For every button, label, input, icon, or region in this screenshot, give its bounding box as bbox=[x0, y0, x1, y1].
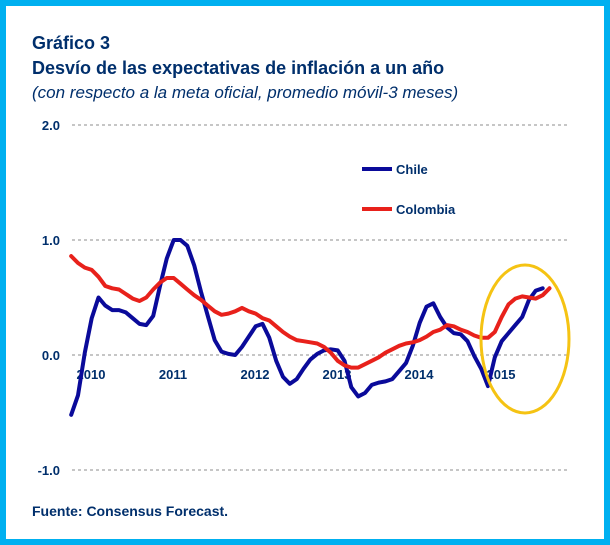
x-tick-label: 2011 bbox=[159, 367, 187, 382]
source-note: Fuente: Consensus Forecast. bbox=[32, 503, 229, 519]
series-line-colombia bbox=[69, 254, 552, 370]
y-tick-label: -1.0 bbox=[38, 463, 60, 478]
x-tick-label: 2015 bbox=[487, 367, 516, 382]
legend-label-colombia: Colombia bbox=[396, 202, 456, 217]
chart-title: Desvío de las expectativas de inflación … bbox=[32, 58, 445, 78]
x-tick-label: 2012 bbox=[241, 367, 270, 382]
x-tick-label: 2013 bbox=[323, 367, 352, 382]
x-tick-label: 2014 bbox=[405, 367, 435, 382]
y-tick-label: 0.0 bbox=[42, 348, 60, 363]
series-line-chile bbox=[69, 238, 545, 417]
y-tick-label: 1.0 bbox=[42, 233, 60, 248]
chart-subtitle: (con respecto a la meta oficial, promedi… bbox=[32, 83, 459, 102]
y-tick-label: 2.0 bbox=[42, 118, 60, 133]
highlight-ellipse bbox=[479, 263, 571, 415]
chart-label: Gráfico 3 bbox=[32, 33, 111, 53]
legend-label-chile: Chile bbox=[396, 162, 428, 177]
